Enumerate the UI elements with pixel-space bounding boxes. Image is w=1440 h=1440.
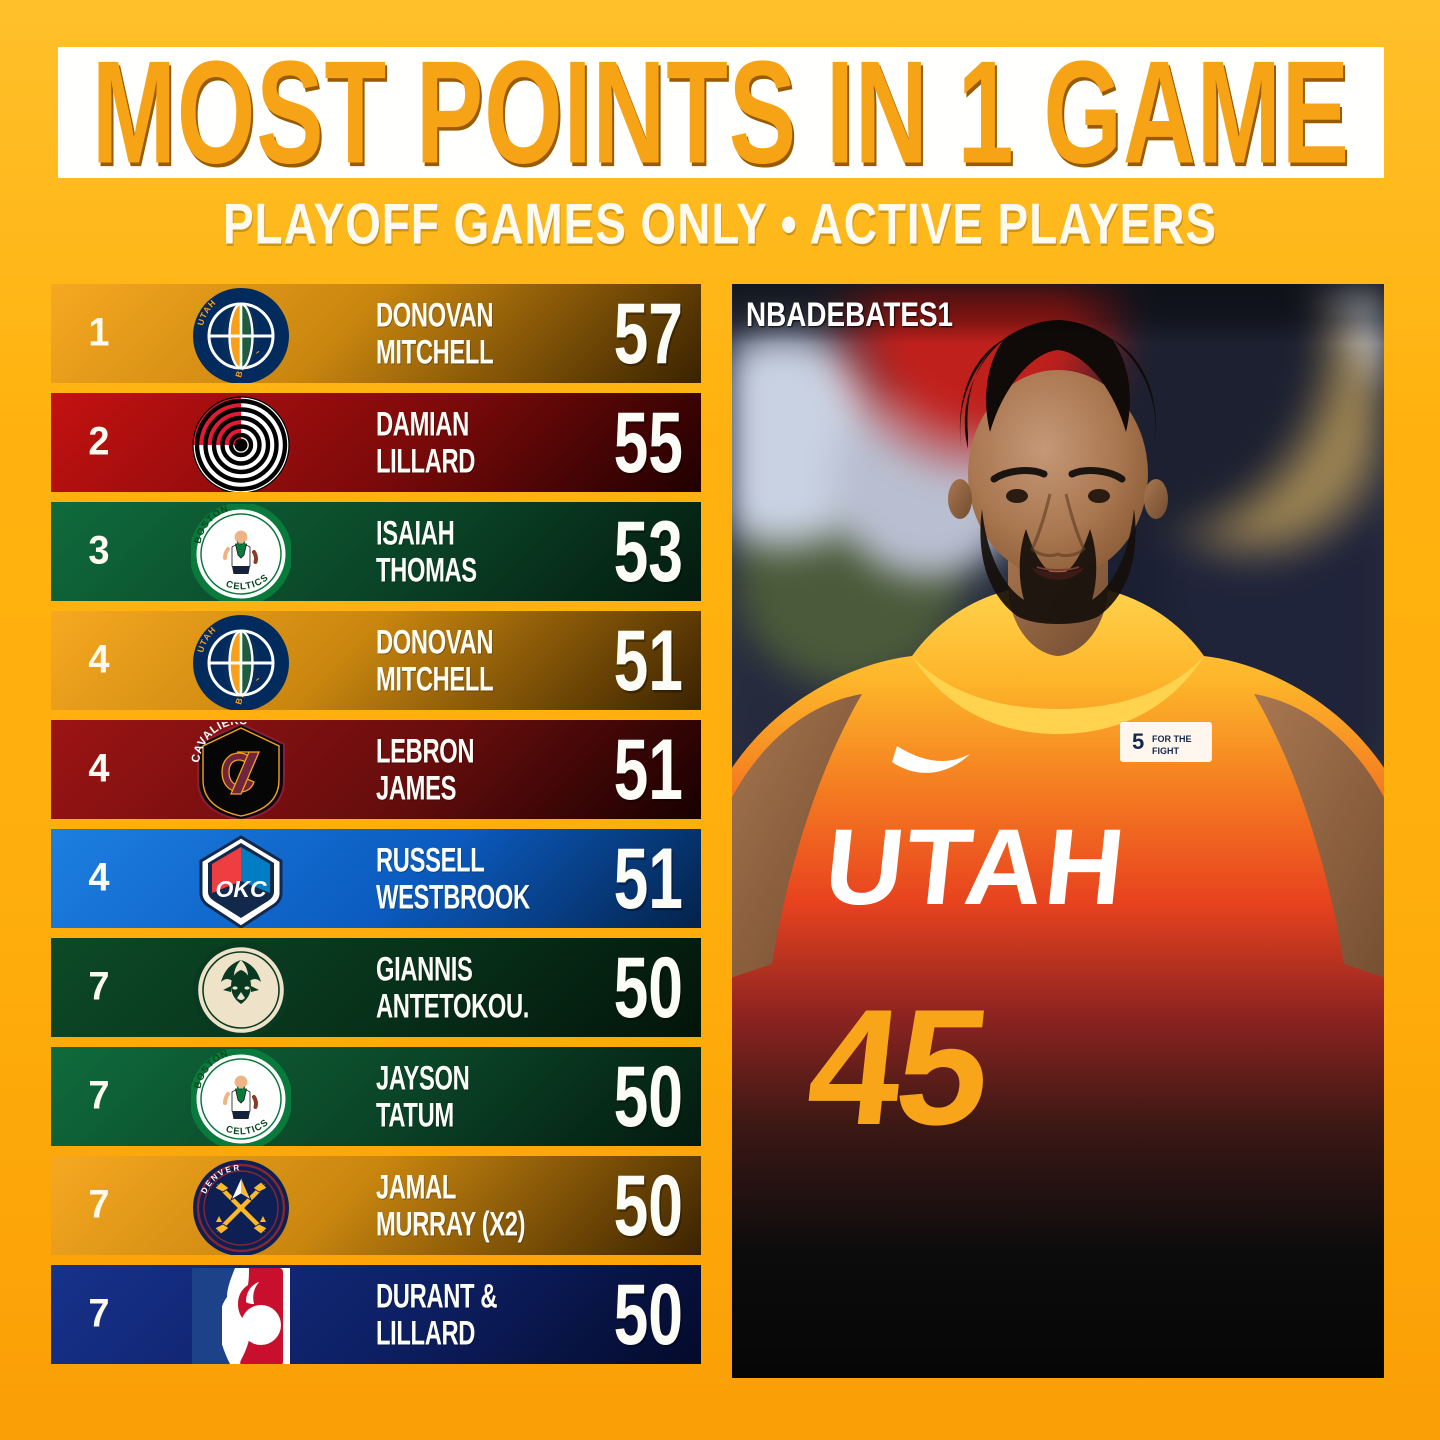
svg-text:FOR THE: FOR THE [1152,734,1192,744]
svg-text:5: 5 [1132,729,1144,754]
svg-text:OKC: OKC [215,876,267,902]
svg-text:UTAH: UTAH [819,806,1132,927]
svg-text:45: 45 [800,975,995,1159]
svg-text:FIGHT: FIGHT [1152,746,1179,756]
